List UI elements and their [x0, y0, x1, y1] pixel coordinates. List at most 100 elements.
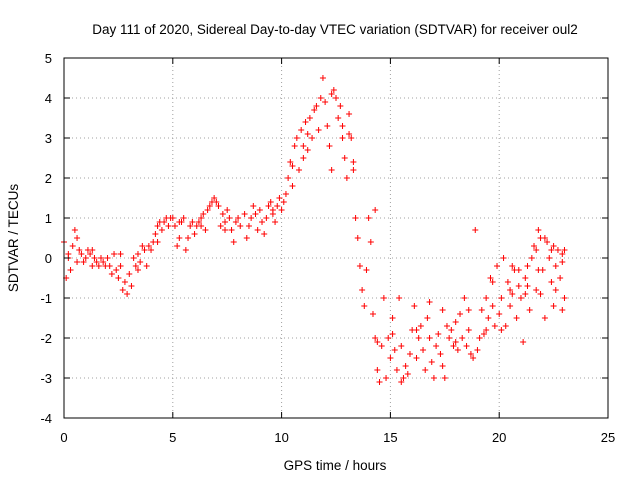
data-point — [148, 247, 155, 253]
data-point — [552, 287, 559, 293]
data-point — [139, 243, 146, 249]
data-point — [367, 239, 374, 245]
y-tick-label: 0 — [45, 251, 52, 266]
data-point — [335, 115, 342, 121]
data-point — [176, 235, 183, 241]
data-point — [278, 207, 285, 213]
data-point — [550, 243, 557, 249]
data-point — [454, 347, 461, 353]
data-point — [330, 87, 337, 93]
y-tick-label: -3 — [40, 371, 52, 386]
data-point — [206, 203, 213, 209]
data-point — [319, 75, 326, 81]
data-point — [161, 219, 168, 225]
y-tick-label: 1 — [45, 211, 52, 226]
data-point — [435, 331, 442, 337]
data-point — [76, 247, 83, 253]
data-point — [378, 343, 385, 349]
data-point — [134, 267, 141, 273]
data-point — [465, 307, 472, 313]
data-point — [361, 303, 368, 309]
data-point — [531, 243, 538, 249]
data-point — [117, 251, 124, 257]
data-point — [350, 167, 357, 173]
data-point — [154, 223, 161, 229]
data-point — [280, 199, 287, 205]
plot-border — [63, 57, 609, 419]
data-point — [191, 231, 198, 237]
data-point — [132, 263, 139, 269]
data-point — [256, 207, 263, 213]
data-point — [254, 227, 261, 233]
data-point — [269, 207, 276, 213]
data-point — [267, 199, 274, 205]
data-point — [91, 255, 98, 261]
data-point — [263, 215, 270, 221]
data-point — [491, 323, 498, 329]
data-point — [504, 279, 511, 285]
data-point — [293, 135, 300, 141]
data-point — [374, 339, 381, 345]
data-point — [69, 243, 76, 249]
y-tick-label: 4 — [45, 91, 52, 106]
data-point — [515, 267, 522, 273]
data-point — [245, 223, 252, 229]
data-point — [134, 251, 141, 257]
data-point — [291, 143, 298, 149]
data-point — [507, 303, 514, 309]
data-point — [324, 123, 331, 129]
data-point — [559, 251, 566, 257]
data-point — [202, 227, 209, 233]
data-point — [143, 263, 150, 269]
data-point — [465, 327, 472, 333]
data-point — [463, 343, 470, 349]
data-point — [513, 315, 520, 321]
data-point — [313, 103, 320, 109]
data-point — [204, 207, 211, 213]
x-tick-label: 10 — [274, 430, 288, 445]
data-point — [478, 307, 485, 313]
x-tick-label: 25 — [601, 430, 615, 445]
data-point — [483, 295, 490, 301]
data-point — [200, 211, 207, 217]
data-point — [452, 319, 459, 325]
data-point — [509, 291, 516, 297]
data-point — [152, 231, 159, 237]
data-point — [354, 235, 361, 241]
data-point — [300, 155, 307, 161]
data-point — [426, 299, 433, 305]
data-point — [385, 335, 392, 341]
data-point — [415, 335, 422, 341]
data-point — [461, 295, 468, 301]
data-point — [250, 203, 257, 209]
data-point — [226, 215, 233, 221]
data-point — [215, 203, 222, 209]
data-point — [126, 271, 133, 277]
data-point — [317, 95, 324, 101]
data-point — [494, 263, 501, 269]
data-point — [507, 287, 514, 293]
data-point — [489, 279, 496, 285]
data-point — [322, 99, 329, 105]
data-point — [522, 275, 529, 281]
data-point — [237, 223, 244, 229]
data-point — [389, 331, 396, 337]
data-point — [104, 255, 111, 261]
y-tick-label: -1 — [40, 291, 52, 306]
data-point — [339, 135, 346, 141]
data-point — [211, 195, 218, 201]
data-point — [359, 287, 366, 293]
data-point — [474, 347, 481, 353]
data-point — [222, 219, 229, 225]
data-point — [78, 251, 85, 257]
data-point — [393, 367, 400, 373]
data-point — [365, 215, 372, 221]
data-point — [400, 375, 407, 381]
data-point — [248, 215, 255, 221]
data-point — [302, 119, 309, 125]
data-point — [526, 307, 533, 313]
data-point — [289, 163, 296, 169]
data-point — [80, 259, 87, 265]
